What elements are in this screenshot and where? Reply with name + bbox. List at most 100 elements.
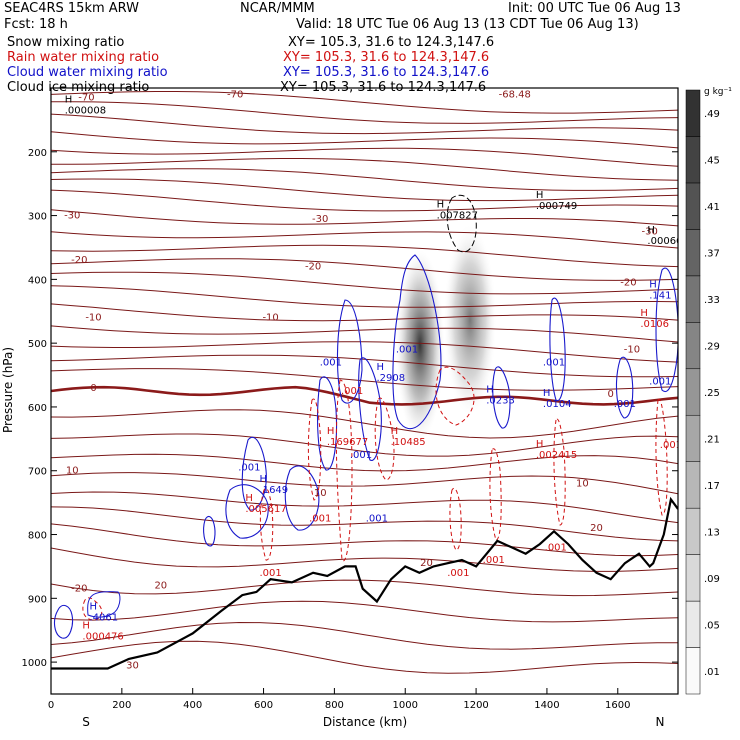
max-min-labels: H.000008-68.48H.007827H.000749H.00066H.1… xyxy=(65,89,682,642)
max-value-label: .0233 xyxy=(486,396,515,407)
max-value-label: .2908 xyxy=(376,373,405,384)
colorbar-swatch xyxy=(685,275,701,323)
cloud-water-contour xyxy=(53,604,74,639)
contour-value-label: .001 xyxy=(350,450,372,461)
temperature-label: 0 xyxy=(90,383,96,394)
temperature-contour xyxy=(51,600,678,623)
x-tick-label: 400 xyxy=(183,700,202,711)
rain-water-contours xyxy=(82,366,668,621)
temperature-label: 10 xyxy=(66,466,79,477)
contour-value-label: .001 xyxy=(341,386,363,397)
temperature-label: -20 xyxy=(71,584,87,595)
colorbar-tick-label: .13 xyxy=(704,527,720,538)
max-value-label: -68.48 xyxy=(499,89,531,100)
y-tick-label: 600 xyxy=(28,403,47,414)
temperature-contour xyxy=(51,285,678,308)
colorbar-tick-label: .21 xyxy=(704,434,720,445)
temperature-contour xyxy=(51,453,678,472)
field-cloud-water-xy: XY= 105.3, 31.6 to 124.3,147.6 xyxy=(283,65,490,80)
colorbar-swatch xyxy=(685,229,701,277)
max-value-label: .0106 xyxy=(640,319,669,330)
colorbar-swatch xyxy=(685,414,701,462)
temperature-label: -30 xyxy=(641,227,657,238)
max-marker: H xyxy=(486,385,494,396)
temperature-contour xyxy=(51,325,678,343)
cloud-water-contour xyxy=(549,297,566,402)
colorbar-swatch xyxy=(685,507,701,555)
colorbar: .01 .05 .09 .13 .17 .21 .25 .29 .33 .37 .41 .45 .49 xyxy=(685,89,720,695)
colorbar-tick-label: .29 xyxy=(704,342,720,353)
rain-water-contour xyxy=(259,488,274,561)
y-tick-label: 800 xyxy=(28,531,47,542)
temperature-contour xyxy=(51,168,678,191)
field-rain-name: Rain water mixing ratio xyxy=(7,50,160,65)
temperature-label: -20 xyxy=(305,262,321,273)
cloud-water-contour xyxy=(241,437,267,511)
max-marker: H xyxy=(260,474,268,485)
cloud-water-contour xyxy=(87,591,121,618)
colorbar-tick-label: .09 xyxy=(704,574,720,585)
contour-value-labels: .001 .001 .001 .001 .001 .001 .001 .001 .001 .001… xyxy=(238,345,678,579)
colorbar-tick-label: .41 xyxy=(704,202,720,213)
max-marker: H xyxy=(327,426,335,437)
cloud-water-contour xyxy=(392,254,442,430)
cloud-water-contour xyxy=(317,376,338,471)
org-label: NCAR/MMM xyxy=(240,1,315,16)
plot-frame xyxy=(50,87,679,695)
max-marker: H xyxy=(536,190,544,201)
max-value-label: .005617 xyxy=(245,504,286,515)
max-marker: H xyxy=(245,493,253,504)
temperature-label: 0 xyxy=(608,389,614,400)
max-value-label: .0104 xyxy=(543,399,572,410)
max-marker: H xyxy=(543,388,551,399)
colorbar-tick-label: .01 xyxy=(704,667,720,678)
cloud-water-contour xyxy=(492,366,511,429)
cloud-ice-contours xyxy=(446,194,477,253)
temperature-contour xyxy=(51,258,678,281)
y-tick-label: 700 xyxy=(28,467,47,478)
temperature-contour xyxy=(51,506,678,542)
temperature-label: 20 xyxy=(590,523,603,534)
contour-value-label: .001 xyxy=(545,542,567,553)
max-value-label: .4061 xyxy=(90,612,119,623)
y-tick-label: 900 xyxy=(28,594,47,605)
rain-water-contour xyxy=(335,379,353,562)
x-axis: 0 200 400 600 800 1000 1200 1400 1600 xyxy=(48,688,631,711)
max-value-label: .141 xyxy=(649,290,671,301)
colorbar-tick-label: .05 xyxy=(704,620,720,631)
field-snow-name: Snow mixing ratio xyxy=(7,35,125,50)
temperature-contour xyxy=(51,113,678,135)
max-value-label: .10485 xyxy=(391,437,426,448)
x-tick-label: 0 xyxy=(48,700,54,711)
colorbar-swatch xyxy=(685,136,701,184)
y-tick-label: 200 xyxy=(28,148,47,159)
contour-value-label: .001 xyxy=(447,568,469,579)
temperature-contour xyxy=(51,433,678,457)
x-axis-label: Distance (km) xyxy=(323,715,407,729)
temperature-label: -10 xyxy=(624,345,640,356)
max-value-label: .000749 xyxy=(536,201,577,212)
rain-water-contour xyxy=(307,398,322,501)
temperature-contour xyxy=(51,147,678,167)
temperature-contour xyxy=(51,491,678,524)
max-marker: H xyxy=(649,279,657,290)
cloud-water-contours xyxy=(53,254,678,639)
y-tick-label: 1000 xyxy=(22,658,47,669)
terrain-line xyxy=(51,496,678,670)
temperature-contour xyxy=(51,640,678,674)
temperature-contour xyxy=(51,189,678,212)
temperature-contour xyxy=(51,303,678,322)
contour-value-label: .001 xyxy=(309,514,331,525)
forecast-hour: Fcst: 18 h xyxy=(4,17,68,32)
x-tick-label: 600 xyxy=(254,700,273,711)
colorbar-unit: g kg⁻¹ xyxy=(704,87,732,97)
temperature-contour xyxy=(51,101,678,124)
temperature-contour xyxy=(51,579,678,597)
max-value-label: .00066 xyxy=(647,236,682,247)
max-value-label: .169677 xyxy=(327,437,368,448)
x-tick-label: 800 xyxy=(325,700,344,711)
snow-core-1 xyxy=(396,250,444,440)
temperature-label: -20 xyxy=(71,255,87,266)
colorbar-tick-label: .33 xyxy=(704,295,720,306)
